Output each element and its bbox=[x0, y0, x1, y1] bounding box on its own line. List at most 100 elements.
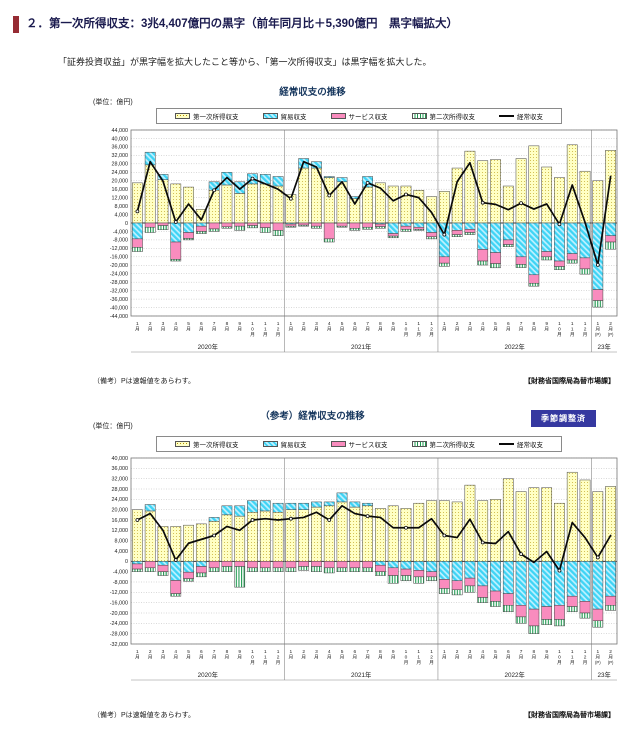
svg-text:月: 月 bbox=[276, 660, 281, 666]
svg-text:0: 0 bbox=[251, 655, 254, 661]
svg-text:月: 月 bbox=[340, 655, 345, 661]
svg-text:月: 月 bbox=[468, 327, 473, 333]
svg-text:月: 月 bbox=[557, 332, 562, 338]
bar-trade bbox=[323, 501, 335, 507]
bar-secondary bbox=[259, 567, 271, 572]
svg-text:-20,000: -20,000 bbox=[110, 611, 128, 617]
bar-services bbox=[554, 605, 565, 620]
bar-primary bbox=[502, 478, 514, 562]
bar-trade bbox=[387, 222, 399, 234]
svg-text:2: 2 bbox=[302, 649, 305, 655]
svg-text:36,000: 36,000 bbox=[112, 145, 129, 151]
svg-text:0: 0 bbox=[405, 655, 408, 661]
svg-text:8: 8 bbox=[226, 321, 229, 327]
bar-services bbox=[285, 223, 297, 227]
legend-label: 第二次所得収支 bbox=[429, 442, 476, 449]
bar-secondary bbox=[413, 576, 425, 584]
svg-text:16,000: 16,000 bbox=[112, 518, 129, 524]
svg-text:月: 月 bbox=[480, 655, 485, 661]
chart-current-account-raw: 経常収支の推移 (単位：億円) 第一次所得収支 貿易収支 サービス収支 第二次所得収支… bbox=[0, 84, 625, 394]
bar-services bbox=[247, 561, 258, 569]
svg-text:2: 2 bbox=[277, 655, 280, 661]
bar-trade bbox=[375, 561, 386, 566]
bar-secondary bbox=[183, 578, 194, 582]
svg-text:8: 8 bbox=[226, 649, 229, 655]
svg-text:月: 月 bbox=[186, 327, 191, 333]
bar-primary bbox=[490, 499, 501, 562]
bar-secondary bbox=[426, 236, 437, 240]
bar-secondary bbox=[132, 247, 143, 252]
svg-text:月: 月 bbox=[148, 327, 153, 333]
legend-label: 経常収支 bbox=[517, 114, 543, 121]
svg-text:月: 月 bbox=[557, 660, 562, 666]
svg-text:44,000: 44,000 bbox=[112, 128, 129, 134]
bar-secondary bbox=[336, 567, 348, 572]
bar-trade bbox=[515, 222, 527, 258]
legend-label: 貿易収支 bbox=[280, 114, 307, 121]
bar-secondary bbox=[426, 576, 437, 581]
bar-trade bbox=[298, 502, 310, 510]
svg-text:8: 8 bbox=[379, 649, 382, 655]
bar-services bbox=[592, 608, 604, 621]
bar-services bbox=[592, 289, 604, 301]
svg-text:0: 0 bbox=[558, 655, 561, 661]
bar-secondary bbox=[285, 225, 297, 228]
legend-item-primary: 第一次所得収支 bbox=[175, 111, 239, 121]
svg-text:-8,000: -8,000 bbox=[113, 238, 128, 244]
bar-trade bbox=[490, 222, 501, 253]
svg-text:月: 月 bbox=[199, 327, 204, 333]
svg-text:0: 0 bbox=[558, 327, 561, 333]
bar-services bbox=[515, 605, 527, 618]
svg-text:4: 4 bbox=[481, 649, 484, 655]
bar-primary bbox=[221, 514, 233, 562]
section-header: ２．第一次所得収支：3兆4,407億円の黒字（前年同月比＋5,390億円 黒字幅… bbox=[13, 16, 458, 33]
svg-text:月: 月 bbox=[250, 660, 255, 666]
legend-item-primary: 第一次所得収支 bbox=[175, 439, 239, 449]
svg-text:36,000: 36,000 bbox=[112, 466, 129, 472]
svg-text:2: 2 bbox=[430, 655, 433, 661]
svg-text:月: 月 bbox=[608, 327, 613, 333]
svg-text:2022年: 2022年 bbox=[505, 342, 525, 351]
svg-text:月: 月 bbox=[263, 660, 268, 666]
svg-text:月: 月 bbox=[225, 655, 230, 661]
bar-secondary bbox=[349, 228, 361, 231]
bar-primary bbox=[259, 183, 271, 224]
bar-primary bbox=[605, 150, 616, 224]
bar-services bbox=[349, 222, 361, 229]
bar-secondary bbox=[464, 585, 476, 593]
svg-text:月: 月 bbox=[531, 655, 536, 661]
bar-secondary bbox=[157, 225, 169, 231]
svg-text:32,000: 32,000 bbox=[112, 153, 129, 159]
legend-swatch-services-icon bbox=[330, 113, 346, 119]
bar-trade bbox=[195, 561, 207, 567]
bar-trade bbox=[311, 501, 322, 508]
svg-text:16,000: 16,000 bbox=[112, 187, 129, 193]
chart-title: 経常収支の推移 bbox=[279, 87, 346, 98]
svg-text:-44,000: -44,000 bbox=[110, 314, 128, 320]
svg-text:1: 1 bbox=[251, 649, 254, 655]
bar-services bbox=[323, 222, 335, 240]
bar-secondary bbox=[502, 605, 514, 612]
bar-services bbox=[413, 226, 425, 230]
svg-text:0: 0 bbox=[251, 327, 254, 333]
bar-secondary bbox=[477, 597, 489, 603]
svg-text:2: 2 bbox=[302, 321, 305, 327]
svg-text:5: 5 bbox=[494, 321, 497, 327]
svg-text:3: 3 bbox=[469, 321, 472, 327]
bar-primary bbox=[566, 471, 578, 562]
bar-secondary bbox=[490, 263, 501, 269]
svg-text:2: 2 bbox=[609, 649, 612, 655]
bar-services bbox=[247, 222, 258, 226]
bar-primary bbox=[387, 185, 399, 224]
legend-label: サービス収支 bbox=[348, 114, 388, 121]
bar-primary bbox=[592, 180, 604, 224]
svg-text:(P): (P) bbox=[608, 332, 614, 337]
bar-services bbox=[170, 241, 182, 260]
bar-secondary bbox=[323, 238, 335, 243]
svg-text:月: 月 bbox=[186, 655, 191, 661]
bar-trade bbox=[272, 176, 284, 187]
svg-text:月: 月 bbox=[250, 332, 255, 338]
bar-primary bbox=[554, 502, 565, 562]
svg-text:6: 6 bbox=[353, 321, 356, 327]
legend-item-services: サービス収支 bbox=[330, 439, 388, 449]
